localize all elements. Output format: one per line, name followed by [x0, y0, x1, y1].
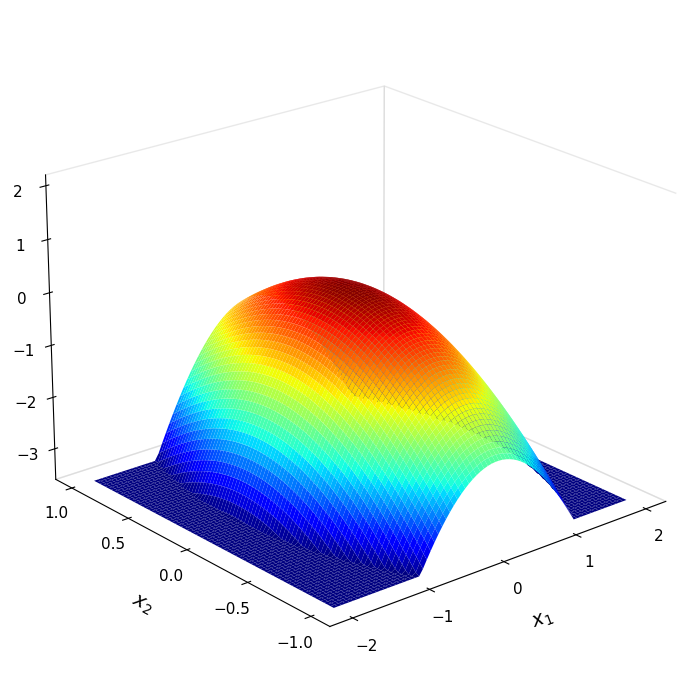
X-axis label: $x_1$: $x_1$: [529, 608, 556, 633]
Y-axis label: $x_2$: $x_2$: [128, 592, 155, 618]
